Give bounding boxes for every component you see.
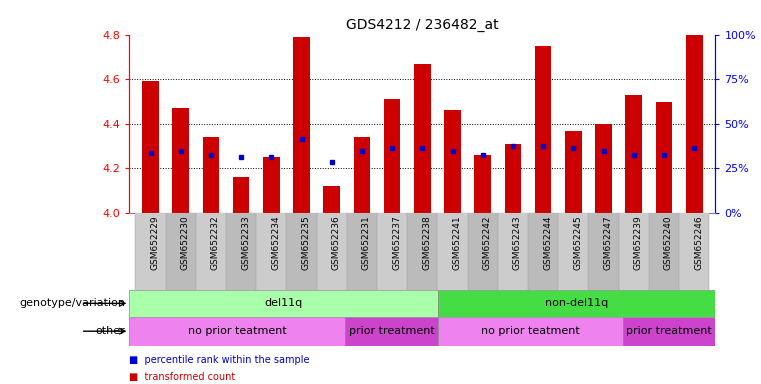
Title: GDS4212 / 236482_at: GDS4212 / 236482_at <box>346 18 498 32</box>
Text: GSM652237: GSM652237 <box>392 215 401 270</box>
Bar <box>438 213 468 290</box>
Text: GSM652244: GSM652244 <box>543 215 552 270</box>
Bar <box>505 144 521 213</box>
Text: no prior teatment: no prior teatment <box>188 326 287 336</box>
Bar <box>142 81 159 213</box>
Bar <box>377 213 407 290</box>
Text: ■  percentile rank within the sample: ■ percentile rank within the sample <box>129 355 310 365</box>
Text: prior treatment: prior treatment <box>349 326 435 336</box>
Text: GSM652247: GSM652247 <box>603 215 613 270</box>
Text: GSM652245: GSM652245 <box>573 215 582 270</box>
Bar <box>317 213 347 290</box>
Text: no prior teatment: no prior teatment <box>481 326 580 336</box>
Bar <box>233 177 250 213</box>
Text: other: other <box>96 326 126 336</box>
Bar <box>438 290 715 317</box>
Bar <box>535 46 552 213</box>
Text: GSM652232: GSM652232 <box>211 215 220 270</box>
Text: GSM652233: GSM652233 <box>241 215 250 270</box>
Text: GSM652241: GSM652241 <box>453 215 462 270</box>
Bar <box>129 317 345 346</box>
Bar <box>256 213 286 290</box>
Text: ■  transformed count: ■ transformed count <box>129 372 236 382</box>
Bar <box>202 137 219 213</box>
Text: GSM652229: GSM652229 <box>151 215 160 270</box>
Text: non-del11q: non-del11q <box>545 298 608 308</box>
Bar <box>559 213 588 290</box>
Bar <box>347 213 377 290</box>
Bar <box>414 64 431 213</box>
Bar <box>384 99 400 213</box>
Text: GSM652234: GSM652234 <box>272 215 280 270</box>
Bar <box>595 124 612 213</box>
Bar <box>468 213 498 290</box>
Bar <box>166 213 196 290</box>
Text: prior treatment: prior treatment <box>626 326 712 336</box>
Bar <box>686 35 702 213</box>
Text: GSM652242: GSM652242 <box>482 215 492 270</box>
Bar <box>129 290 438 317</box>
Bar <box>565 131 581 213</box>
Text: GSM652230: GSM652230 <box>180 215 189 270</box>
Bar <box>286 213 317 290</box>
Text: GSM652236: GSM652236 <box>332 215 341 270</box>
Text: GSM652231: GSM652231 <box>362 215 371 270</box>
Bar <box>407 213 438 290</box>
Text: GSM652235: GSM652235 <box>301 215 310 270</box>
Bar <box>588 213 619 290</box>
Bar <box>444 111 461 213</box>
Bar <box>649 213 679 290</box>
Bar <box>679 213 709 290</box>
Text: genotype/variation: genotype/variation <box>20 298 126 308</box>
Bar <box>226 213 256 290</box>
Text: GSM652240: GSM652240 <box>664 215 673 270</box>
Bar <box>323 186 340 213</box>
Bar <box>196 213 226 290</box>
Text: GSM652243: GSM652243 <box>513 215 522 270</box>
Bar <box>173 108 189 213</box>
Bar <box>474 155 491 213</box>
Bar <box>135 213 166 290</box>
Bar <box>354 137 371 213</box>
Bar <box>263 157 279 213</box>
Bar <box>626 95 642 213</box>
Bar <box>345 317 438 346</box>
Bar <box>498 213 528 290</box>
Text: del11q: del11q <box>265 298 303 308</box>
Text: GSM652246: GSM652246 <box>694 215 703 270</box>
Bar <box>528 213 559 290</box>
Text: GSM652238: GSM652238 <box>422 215 431 270</box>
Bar <box>622 317 715 346</box>
Bar <box>656 101 672 213</box>
Text: GSM652239: GSM652239 <box>634 215 643 270</box>
Bar <box>619 213 649 290</box>
Bar <box>438 317 622 346</box>
Bar <box>293 37 310 213</box>
